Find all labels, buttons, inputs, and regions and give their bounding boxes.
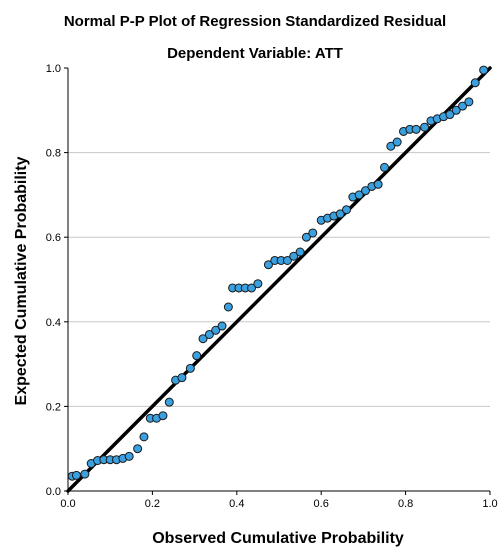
data-point [308,228,318,238]
chart-title: Normal P-P Plot of Regression Standardiz… [64,13,446,30]
data-point [335,209,345,219]
chart-subtitle: Dependent Variable: ATT [167,45,343,62]
data-point [223,302,233,312]
data-point [411,124,421,134]
x-axis-ticks: 0.0 0.2 0.4 0.6 0.8 1.0 [60,491,498,510]
y-axis-ticks: 0.0 0.2 0.4 0.6 0.8 1.0 [46,63,68,498]
y-tick-label: 0.2 [46,401,61,413]
data-point [380,162,389,172]
x-tick-label: 0.4 [229,498,244,510]
data-point [263,260,273,270]
data-point [342,205,352,215]
data-point [177,373,187,383]
y-tick-label: 0.0 [46,486,61,498]
data-point [479,65,489,75]
data-point [470,78,480,88]
plot-frame [67,68,490,492]
data-point [139,432,149,442]
data-point [198,334,208,344]
data-point [133,444,143,454]
y-tick-label: 0.6 [46,232,61,244]
data-point [185,363,195,373]
data-point [217,321,227,331]
reference-line-group [66,66,492,493]
data-point [289,251,299,261]
x-tick-label: 0.0 [60,498,75,510]
data-point [464,97,474,107]
y-tick-label: 0.4 [46,317,61,329]
data-point [354,190,364,200]
data-point [295,247,305,257]
data-point [445,110,455,120]
y-tick-label: 1.0 [46,63,61,75]
data-point [80,469,90,479]
gridlines [68,152,490,407]
x-tick-label: 1.0 [482,498,497,510]
data-point [373,179,383,189]
data-point [282,255,292,265]
data-point [451,105,461,115]
data-point [420,122,430,132]
data-point [458,101,468,111]
data-point [247,283,257,293]
data-point [192,351,202,361]
data-point [386,141,396,151]
y-tick-label: 0.8 [46,148,61,160]
data-point [301,232,311,242]
data-point [164,397,174,407]
x-tick-label: 0.6 [314,498,329,510]
data-points [67,65,489,481]
data-point [204,329,214,339]
data-point [392,137,402,147]
x-tick-label: 0.8 [398,498,413,510]
y-axis-label: Expected Cumulative Probability [13,156,30,405]
x-axis-label: Observed Cumulative Probability [152,530,404,547]
data-point [158,411,168,421]
x-tick-label: 0.2 [145,498,160,510]
data-point [211,325,221,335]
data-point [253,279,263,289]
data-point [71,470,81,480]
data-point [124,451,134,461]
reference-line [66,66,492,493]
data-point [361,186,371,196]
